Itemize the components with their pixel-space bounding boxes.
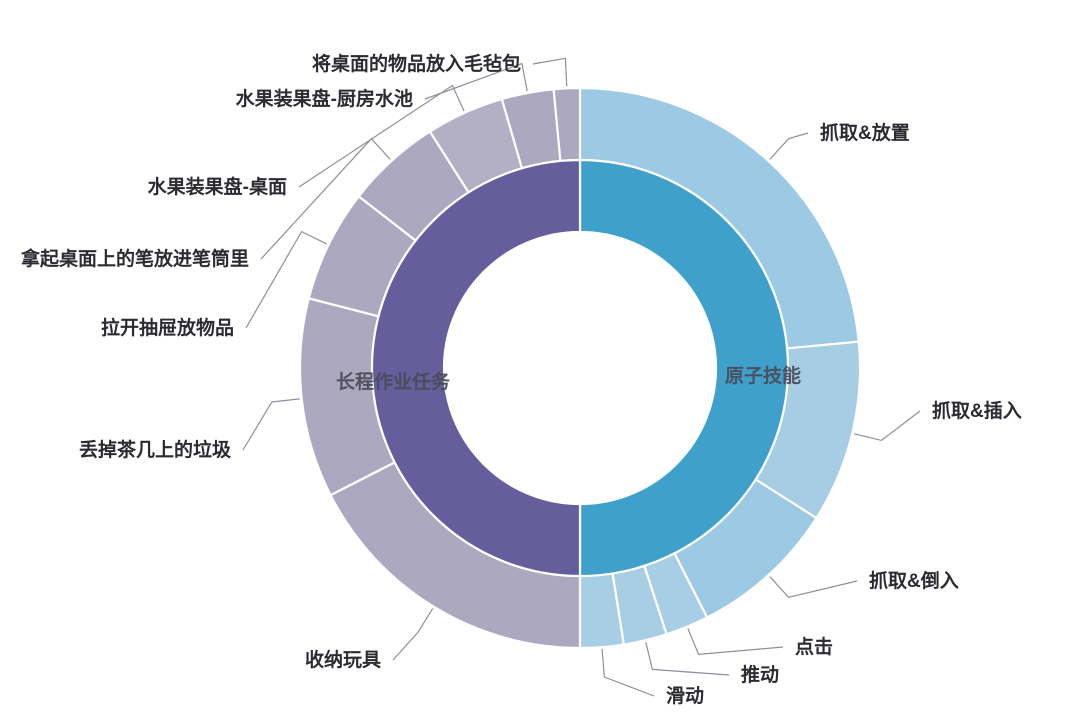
inner-ring-labels-group: 原子技能 长程作业任务: [336, 364, 801, 393]
outer-label-0: 将桌面的物品放入毛毡包: [312, 52, 521, 75]
outer-label-1: 水果装果盘-厨房水池: [236, 87, 413, 110]
outer-label-7: 抓取&放置: [820, 121, 910, 144]
leader-line-2: [298, 84, 465, 188]
leader-line-9: [769, 576, 858, 598]
leader-line-5: [242, 398, 300, 451]
inner-ring-label-1: 长程作业任务: [336, 370, 451, 393]
outer-label-10: 点击: [795, 636, 833, 658]
outer-label-8: 抓取&插入: [932, 399, 1022, 422]
callout-labels-group: 将桌面的物品放入毛毡包水果装果盘-厨房水池水果装果盘-桌面拿起桌面上的笔放进笔筒…: [20, 52, 1022, 707]
outer-label-12: 滑动: [666, 685, 704, 707]
leader-line-12: [601, 649, 655, 697]
outer-label-5: 丢掉茶几上的垃圾: [79, 438, 232, 461]
leader-line-8: [854, 410, 921, 442]
leader-line-1: [424, 62, 528, 100]
outer-label-9: 抓取&倒入: [869, 569, 959, 592]
leader-line-3: [260, 137, 391, 260]
outer-label-2: 水果装果盘-桌面: [148, 175, 287, 198]
leader-line-6: [392, 608, 434, 661]
leader-line-0: [532, 57, 568, 87]
inner-segment-1[interactable]: 长程作业任务: [370, 158, 582, 578]
outer-label-11: 推动: [741, 663, 779, 686]
leader-line-11: [645, 642, 730, 676]
leader-line-7: [769, 132, 809, 160]
outer-label-3: 拿起桌面上的笔放进笔筒里: [20, 247, 249, 270]
outer-ring-group: 抓取&放置抓取&插入抓取&倒入点击推动滑动收纳玩具丢掉茶几上的垃圾拉开抽屉放物品…: [298, 86, 862, 650]
inner-segment-0[interactable]: 原子技能: [578, 158, 790, 578]
outer-label-6: 收纳玩具: [305, 648, 381, 671]
leader-line-10: [687, 628, 784, 656]
inner-ring-label-0: 原子技能: [725, 364, 801, 387]
outer-label-4: 拉开抽屉放物品: [101, 316, 234, 339]
leader-line-4: [245, 230, 328, 329]
leader-lines-group: [242, 57, 921, 697]
